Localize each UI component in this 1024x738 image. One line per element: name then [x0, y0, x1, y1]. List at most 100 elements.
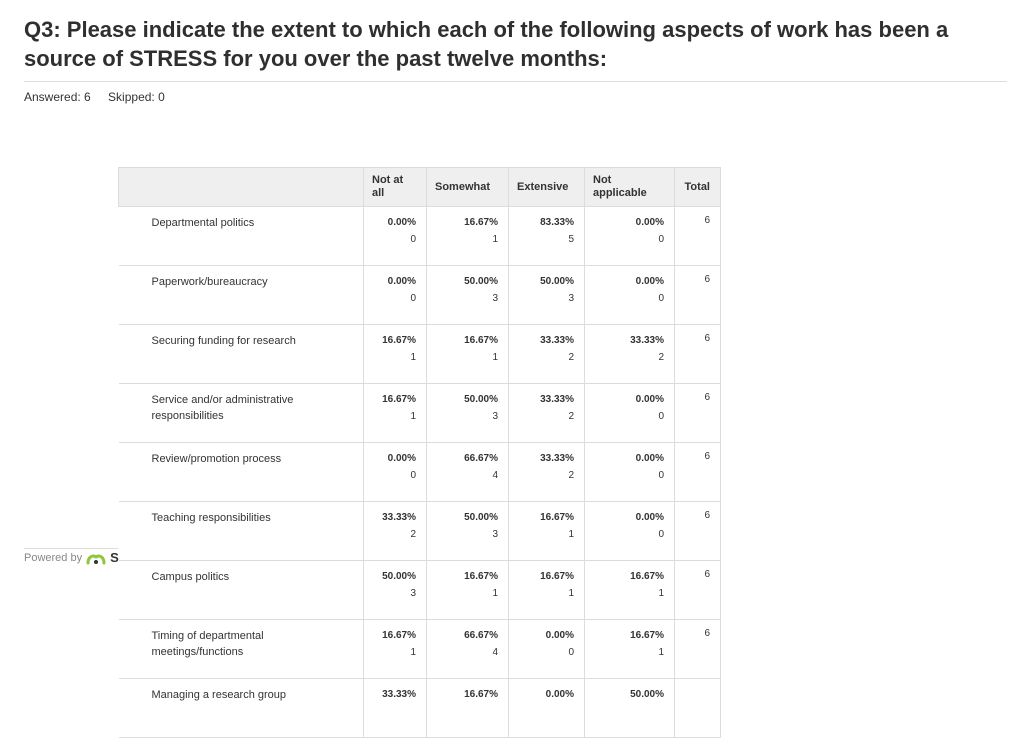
count-value: 0 — [410, 234, 416, 245]
count-value: 1 — [492, 234, 498, 245]
count-value: 3 — [568, 293, 574, 304]
header-somewhat: Somewhat — [426, 167, 509, 207]
question-title: Q3: Please indicate the extent to which … — [24, 17, 949, 71]
percent-value: 33.33% — [540, 335, 574, 346]
header-blank — [118, 167, 364, 207]
count-value: 4 — [492, 647, 498, 658]
header-total: Total — [674, 167, 721, 207]
count-value: 1 — [658, 647, 664, 658]
count-value: 0 — [568, 647, 574, 658]
response-summary: Answered: 6 Skipped: 0 — [24, 90, 179, 104]
row-total: 6 — [674, 619, 721, 679]
value-cell: 33.33% 2 — [508, 324, 585, 384]
value-cell: 50.00% 3 — [508, 265, 585, 325]
value-cell: 0.00% 0 — [363, 265, 427, 325]
table-row: Teaching responsibilities 33.33% 2 50.00% 3 1… — [118, 501, 721, 561]
table-header-row: Not at all Somewhat Extensive Not applic… — [118, 167, 721, 207]
value-cell: 0.00% 0 — [584, 206, 675, 266]
value-cell: 0.00% 0 — [363, 206, 427, 266]
percent-value: 50.00% — [464, 512, 498, 523]
footer-divider — [24, 548, 118, 549]
percent-value: 16.67% — [464, 335, 498, 346]
percent-value: 50.00% — [464, 394, 498, 405]
powered-by-text: Powered by — [24, 551, 83, 564]
value-cell: 83.33% 5 — [508, 206, 585, 266]
value-cell: 33.33% 2 — [584, 324, 675, 384]
percent-value: 0.00% — [387, 276, 416, 287]
value-cell: 16.67% 1 — [363, 619, 427, 679]
percent-value: 33.33% — [382, 689, 416, 700]
row-label: Review/promotion process — [118, 442, 364, 502]
count-value: 1 — [658, 588, 664, 599]
count-value: 0 — [410, 293, 416, 304]
count-value: 3 — [492, 411, 498, 422]
row-label: Service and/or administrative responsibi… — [118, 383, 364, 443]
value-cell: 0.00% 0 — [584, 383, 675, 443]
row-total: 6 — [674, 383, 721, 443]
percent-value: 0.00% — [635, 453, 664, 464]
count-value: 1 — [568, 588, 574, 599]
row-total: 6 — [674, 442, 721, 502]
table-row: Service and/or administrative responsibi… — [118, 383, 721, 443]
count-value: 1 — [568, 529, 574, 540]
count-value: 1 — [410, 647, 416, 658]
percent-value: 16.67% — [382, 335, 416, 346]
percent-value: 33.33% — [630, 335, 664, 346]
value-cell: 16.67% 1 — [363, 324, 427, 384]
row-label: Departmental politics — [118, 206, 364, 266]
row-total: 6 — [674, 206, 721, 266]
row-label: Securing funding for research — [118, 324, 364, 384]
header-not-applicable: Not applicable — [584, 167, 675, 207]
results-table: Not at all Somewhat Extensive Not applic… — [118, 167, 721, 738]
count-value: 2 — [568, 470, 574, 481]
percent-value: 16.67% — [464, 689, 498, 700]
value-cell: 16.67% 1 — [584, 619, 675, 679]
table-row: Timing of departmental meetings/function… — [118, 619, 721, 679]
value-cell: 0.00% 0 — [584, 265, 675, 325]
value-cell: 16.67% — [426, 678, 509, 738]
percent-value: 66.67% — [464, 630, 498, 641]
count-value: 2 — [568, 411, 574, 422]
percent-value: 50.00% — [464, 276, 498, 287]
percent-value: 83.33% — [540, 217, 574, 228]
value-cell: 66.67% 4 — [426, 442, 509, 502]
percent-value: 33.33% — [540, 394, 574, 405]
value-cell: 50.00% 3 — [426, 501, 509, 561]
percent-value: 16.67% — [540, 512, 574, 523]
table-row: Departmental politics 0.00% 0 16.67% 1 83.33%… — [118, 206, 721, 266]
row-label: Timing of departmental meetings/function… — [118, 619, 364, 679]
count-value: 0 — [410, 470, 416, 481]
row-total: 6 — [674, 501, 721, 561]
count-value: 0 — [658, 529, 664, 540]
percent-value: 0.00% — [635, 217, 664, 228]
logo-letter: S — [110, 550, 119, 565]
value-cell: 50.00% 3 — [426, 383, 509, 443]
value-cell: 0.00% 0 — [584, 501, 675, 561]
percent-value: 0.00% — [545, 689, 574, 700]
value-cell: 50.00% — [584, 678, 675, 738]
value-cell: 33.33% 2 — [508, 383, 585, 443]
count-value: 0 — [658, 293, 664, 304]
percent-value: 16.67% — [630, 630, 664, 641]
percent-value: 16.67% — [382, 630, 416, 641]
count-value: 0 — [658, 470, 664, 481]
count-value: 1 — [410, 411, 416, 422]
percent-value: 0.00% — [635, 512, 664, 523]
value-cell: 33.33% 2 — [363, 501, 427, 561]
count-value: 1 — [410, 352, 416, 363]
percent-value: 0.00% — [635, 276, 664, 287]
title-divider — [24, 81, 1007, 82]
percent-value: 33.33% — [382, 512, 416, 523]
count-value: 1 — [492, 588, 498, 599]
value-cell: 16.67% 1 — [426, 324, 509, 384]
table-row: Review/promotion process 0.00% 0 66.67% 4 33.… — [118, 442, 721, 502]
count-value: 5 — [568, 234, 574, 245]
row-total: 6 — [674, 265, 721, 325]
count-value: 0 — [658, 234, 664, 245]
percent-value: 0.00% — [387, 217, 416, 228]
value-cell: 33.33% 2 — [508, 442, 585, 502]
count-value: 2 — [658, 352, 664, 363]
footer: Powered by S — [0, 536, 1024, 576]
percent-value: 0.00% — [545, 630, 574, 641]
header-extensive: Extensive — [508, 167, 585, 207]
